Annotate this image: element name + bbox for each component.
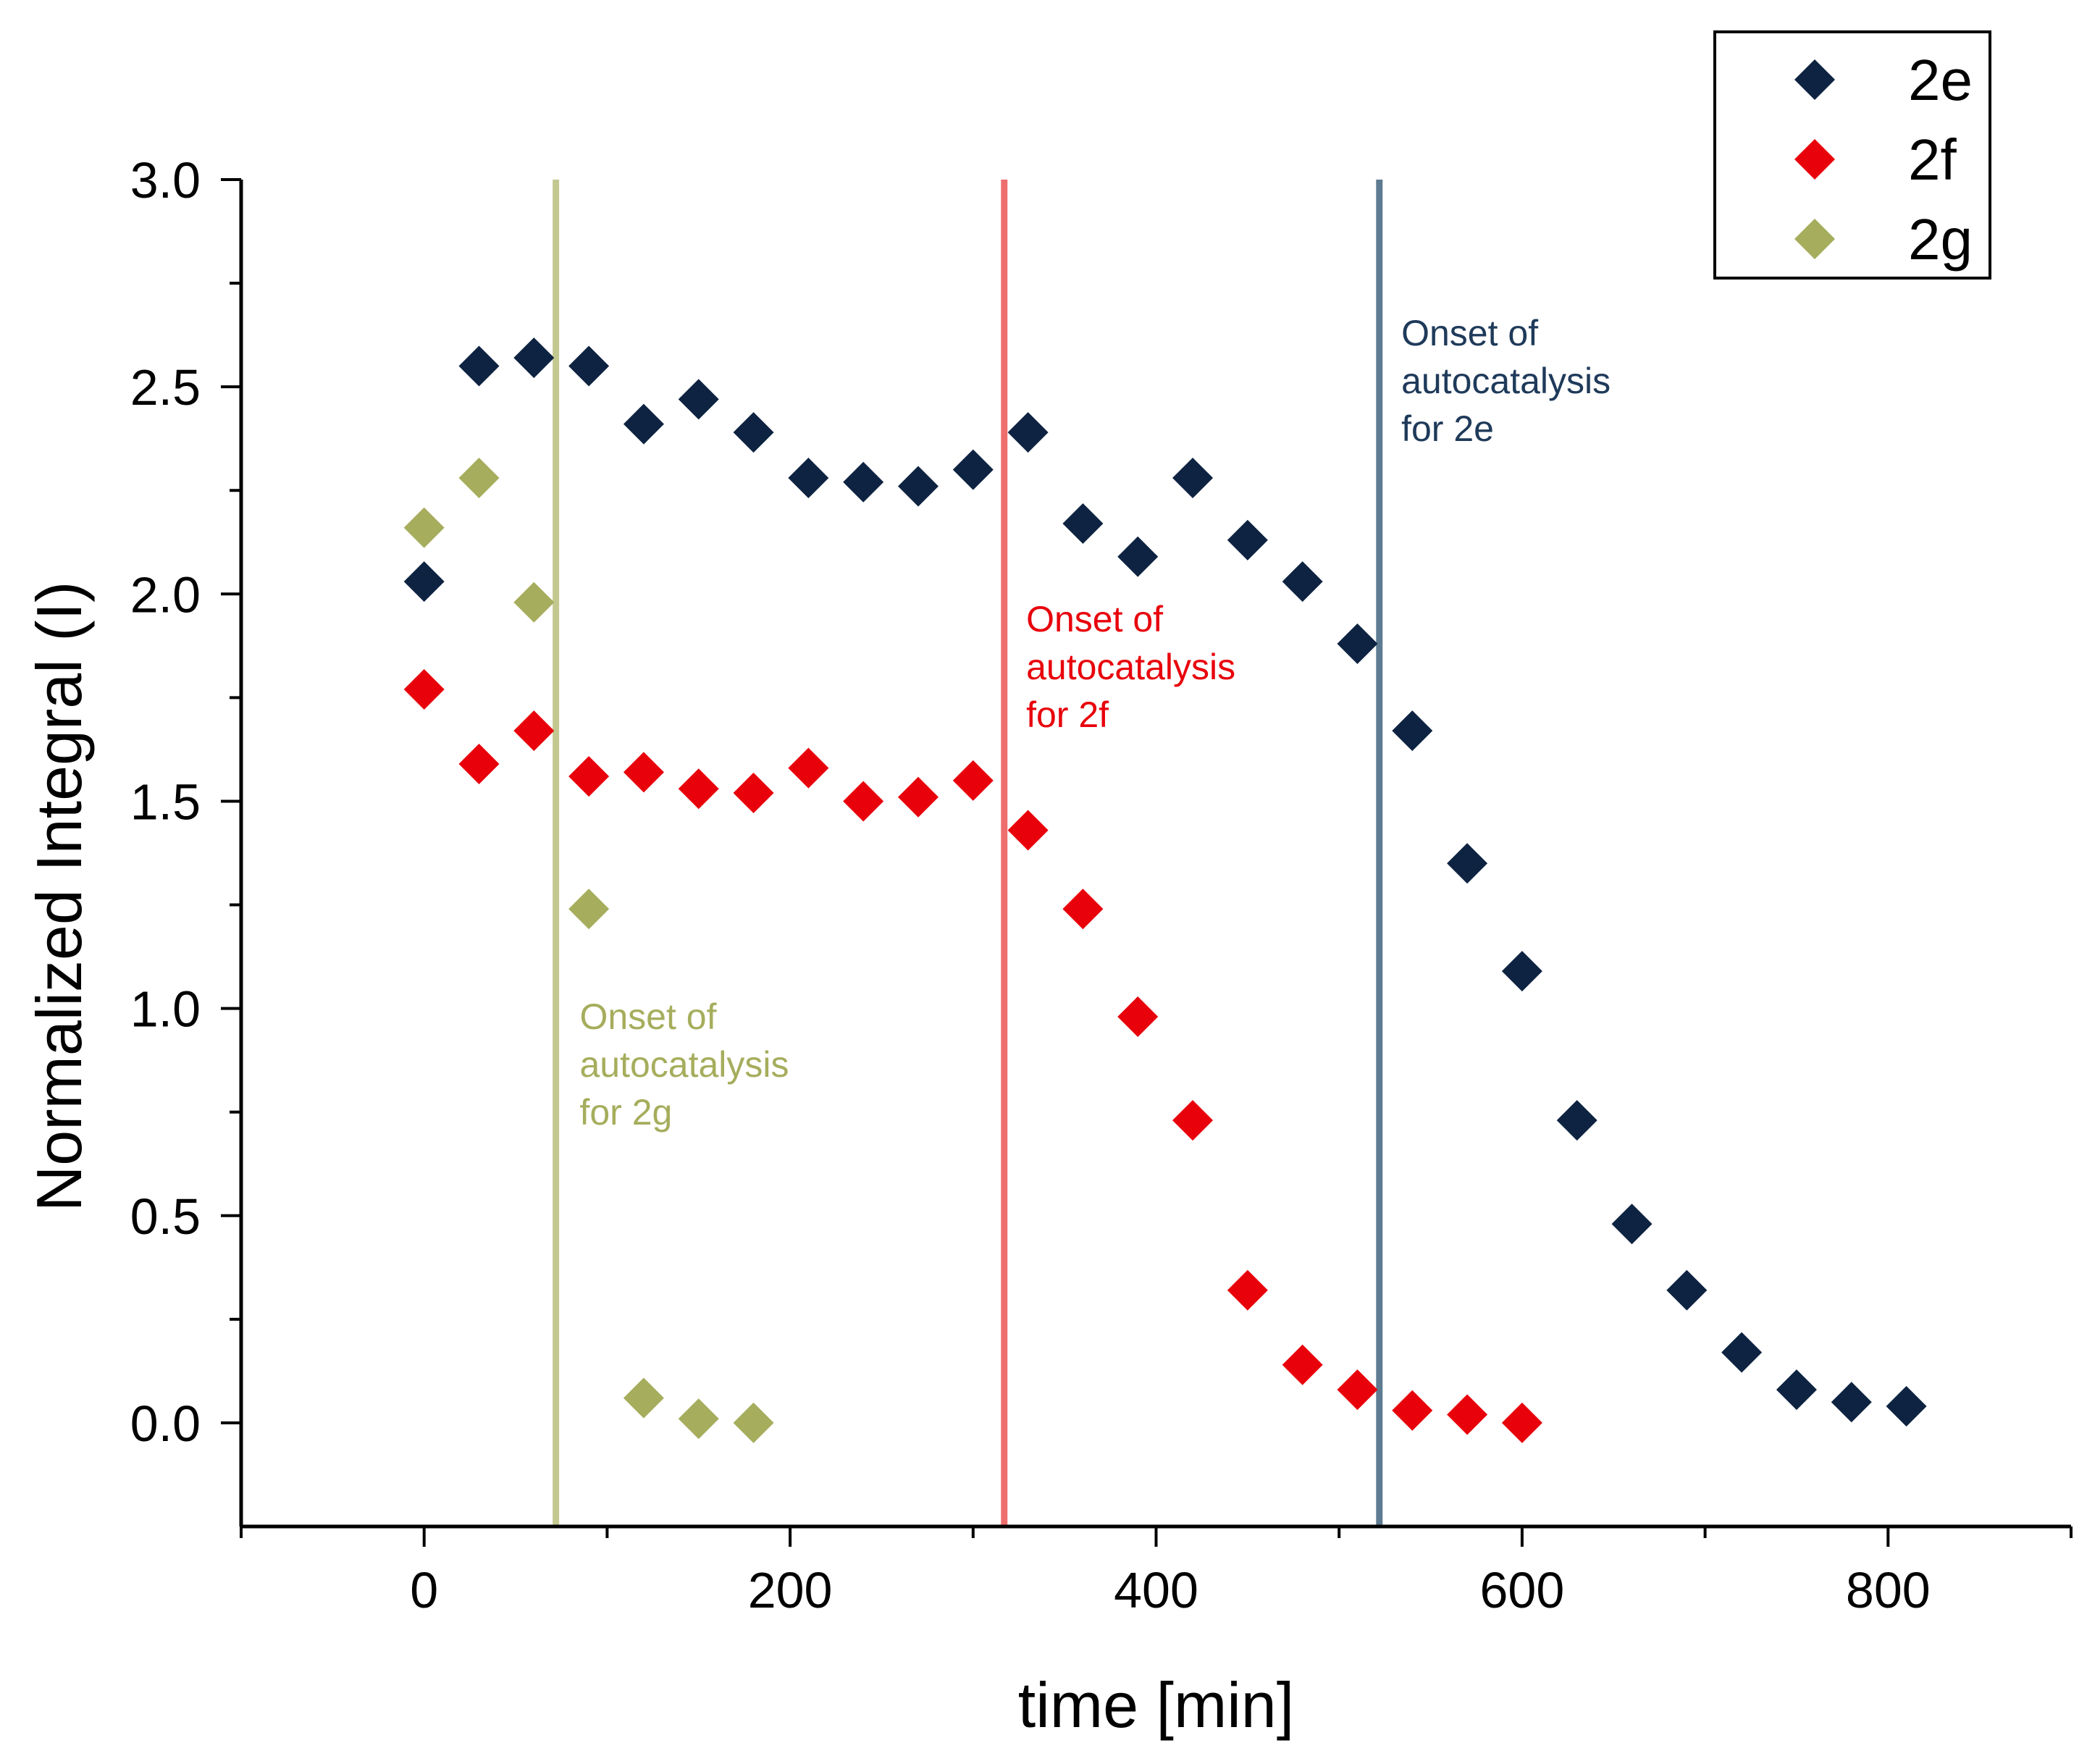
legend: 2e 2f 2g xyxy=(1713,30,1991,280)
x-tick-label: 800 xyxy=(1846,1562,1931,1618)
data-point-2e xyxy=(733,412,774,453)
data-point-2e xyxy=(1062,503,1104,545)
legend-items: 2e 2f 2g xyxy=(1794,48,1973,272)
y-tick-label: 2.0 xyxy=(130,566,201,623)
onset-annotation: Onset of autocatalysis for 2e xyxy=(1401,313,1611,449)
data-point-2g xyxy=(623,1377,664,1419)
y-axis-title: Normalized Integral (I) xyxy=(23,581,95,1212)
axes: 0 200 400 600 800 0.0 0.5 1.0 1.5 2.0 2.5 3.0 time… xyxy=(23,152,2073,1741)
x-tick-label: 600 xyxy=(1480,1562,1565,1618)
data-point-2e xyxy=(1172,458,1214,499)
x-axis-title: time [min] xyxy=(1018,1669,1294,1741)
y-tick-label: 0.5 xyxy=(130,1188,201,1245)
data-point-2e xyxy=(678,379,719,420)
legend-box xyxy=(1713,30,1991,280)
x-tick-label: 200 xyxy=(748,1562,833,1618)
data-point-2e xyxy=(1501,951,1542,992)
data-point-2e xyxy=(568,345,610,387)
data-point-2e xyxy=(1447,843,1488,884)
data-point-2f xyxy=(1501,1402,1542,1443)
data-point-2f xyxy=(403,668,445,710)
data-point-2e xyxy=(1392,710,1433,752)
data-point-2e xyxy=(623,403,664,445)
data-point-2f xyxy=(952,760,994,801)
legend-marker-2g xyxy=(1794,219,1835,259)
data-point-2e xyxy=(1611,1204,1653,1245)
data-point-2e xyxy=(1117,536,1159,577)
legend-label-2e: 2e xyxy=(1908,48,1973,112)
y-tick-label: 2.5 xyxy=(130,359,201,416)
onset-lines xyxy=(553,180,1383,1526)
data-point-2g xyxy=(733,1402,774,1443)
data-point-2e xyxy=(403,561,445,602)
data-point-2f xyxy=(623,752,664,793)
data-point-2e xyxy=(1666,1269,1708,1311)
data-point-2e xyxy=(1721,1332,1763,1373)
data-point-2e xyxy=(788,458,829,499)
data-point-2e xyxy=(897,466,938,507)
y-tick-label: 0.0 xyxy=(130,1395,201,1452)
x-tick-label: 0 xyxy=(410,1562,438,1618)
data-markers xyxy=(403,337,1927,1443)
x-tick-label: 400 xyxy=(1114,1562,1198,1618)
data-point-2e xyxy=(1227,519,1268,560)
series-2e xyxy=(403,337,1927,1427)
data-point-2e xyxy=(1556,1100,1597,1141)
data-point-2f xyxy=(1227,1269,1268,1311)
data-point-2f xyxy=(897,776,938,818)
data-point-2g xyxy=(403,507,445,548)
y-ticks: 0.0 0.5 1.0 1.5 2.0 2.5 3.0 xyxy=(130,152,241,1452)
data-point-2f xyxy=(1007,810,1049,851)
data-point-2g xyxy=(568,889,610,930)
x-ticks: 0 200 400 600 800 xyxy=(240,1526,2073,1618)
data-point-2f xyxy=(458,743,500,784)
data-point-2f xyxy=(513,710,555,752)
annotations: Onset of autocatalysis for 2g Onset of autoc… xyxy=(579,313,1611,1133)
data-point-2f xyxy=(568,756,610,797)
data-point-2e xyxy=(1007,412,1049,453)
data-point-2e xyxy=(1831,1382,1872,1423)
series-2f xyxy=(403,668,1542,1443)
data-point-2e xyxy=(952,449,994,490)
data-point-2f xyxy=(678,768,719,810)
data-point-2f xyxy=(1062,889,1104,930)
data-point-2f xyxy=(1447,1394,1488,1435)
data-point-2f xyxy=(1172,1100,1214,1141)
data-point-2e xyxy=(843,461,884,503)
onset-annotation: Onset of autocatalysis for 2g xyxy=(579,996,789,1133)
data-point-2g xyxy=(513,581,555,623)
data-point-2f xyxy=(843,781,884,822)
y-tick-label: 1.0 xyxy=(130,981,201,1038)
data-point-2f xyxy=(1282,1344,1323,1385)
legend-label-2f: 2f xyxy=(1908,127,1957,192)
data-point-2e xyxy=(1282,561,1323,602)
onset-annotation: Onset of autocatalysis for 2f xyxy=(1026,599,1235,735)
data-point-2f xyxy=(1392,1390,1433,1431)
data-point-2g xyxy=(678,1398,719,1440)
data-point-2e xyxy=(1337,623,1378,664)
y-tick-label: 1.5 xyxy=(130,773,201,830)
data-point-2f xyxy=(1117,996,1159,1038)
legend-label-2g: 2g xyxy=(1908,207,1973,272)
data-point-2e xyxy=(1886,1386,1927,1427)
data-point-2e xyxy=(513,337,555,379)
data-point-2f xyxy=(733,773,774,814)
data-point-2f xyxy=(788,747,829,789)
legend-marker-2f xyxy=(1794,139,1835,180)
legend-marker-2e xyxy=(1794,59,1835,100)
data-point-2e xyxy=(1776,1369,1817,1411)
series-2g xyxy=(403,458,774,1443)
data-point-2e xyxy=(458,345,500,387)
data-point-2f xyxy=(1337,1369,1378,1411)
data-point-2g xyxy=(458,458,500,499)
y-tick-label: 3.0 xyxy=(130,152,201,209)
